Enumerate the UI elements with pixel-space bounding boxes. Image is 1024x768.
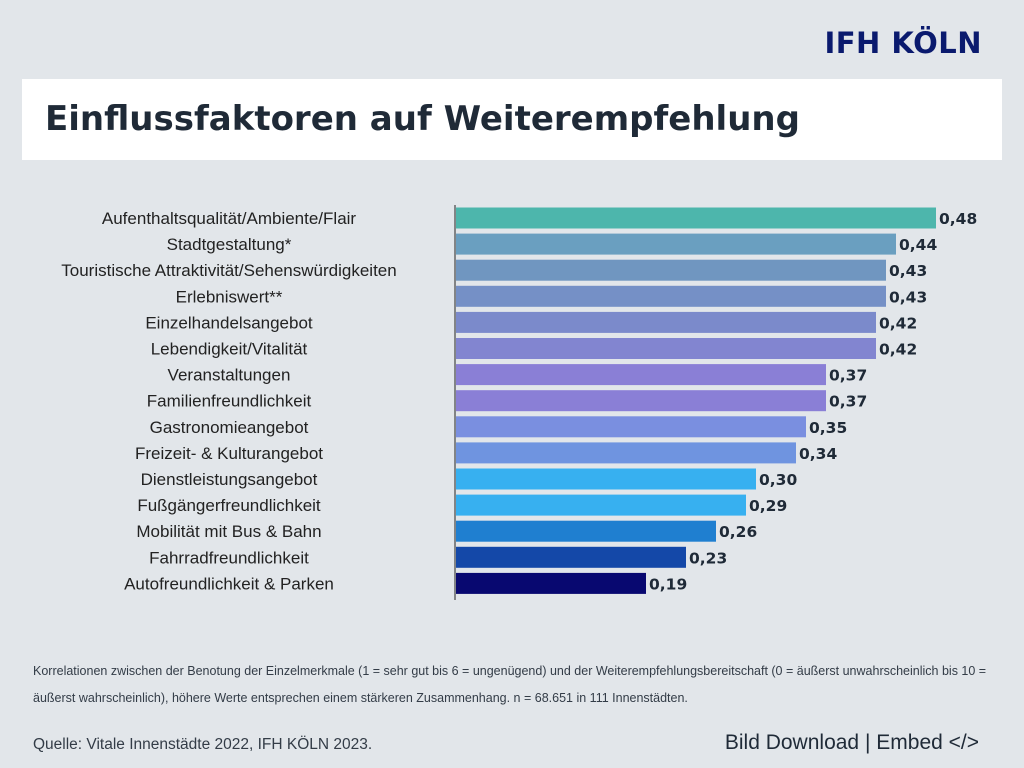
bar-value-label: 0,44	[899, 236, 937, 254]
category-label: Veranstaltungen	[168, 366, 291, 385]
bar-value-label: 0,42	[879, 341, 917, 359]
category-label: Erlebniswert**	[176, 287, 283, 306]
category-label: Gastronomieangebot	[150, 418, 309, 437]
category-label: Mobilität mit Bus & Bahn	[136, 522, 321, 541]
bar	[456, 416, 806, 438]
category-label: Einzelhandelsangebot	[145, 313, 313, 332]
category-label: Fußgängerfreundlichkeit	[137, 496, 321, 515]
bar	[456, 546, 686, 568]
image-download-link[interactable]: Bild Download	[724, 731, 860, 754]
bars-layer: Aufenthaltsqualität/Ambiente/Flair 0,48 St…	[61, 207, 977, 594]
bar	[456, 572, 646, 594]
actions-bar: Bild Download | Embed </>	[725, 731, 979, 755]
bar	[456, 233, 896, 255]
bar-value-label: 0,43	[889, 262, 927, 280]
category-label: Autofreundlichkeit & Parken	[124, 574, 334, 593]
bar-value-label: 0,29	[749, 497, 787, 515]
bar-value-label: 0,43	[889, 288, 927, 306]
bar-value-label: 0,19	[649, 575, 687, 593]
methodology-note: Korrelationen zwischen der Benotung der …	[33, 664, 987, 705]
bar	[456, 520, 716, 542]
bar	[456, 364, 826, 386]
bar-value-label: 0,34	[799, 445, 837, 463]
category-label: Freizeit- & Kulturangebot	[135, 444, 323, 463]
bar-value-label: 0,23	[689, 549, 727, 567]
category-label: Stadtgestaltung*	[167, 235, 292, 254]
source-note: Quelle: Vitale Innenstädte 2022, IFH KÖL…	[33, 736, 373, 753]
actions-separator: |	[864, 731, 871, 754]
bar	[456, 338, 876, 359]
category-label: Touristische Attraktivität/Sehenswürdigk…	[61, 261, 396, 280]
bar	[456, 468, 756, 490]
bar-chart: Aufenthaltsqualität/Ambiente/Flair 0,48 St…	[61, 205, 977, 600]
bar	[456, 285, 886, 307]
bar	[456, 259, 886, 281]
title-box: Einflussfaktoren auf Weiterempfehlung	[22, 79, 1002, 160]
category-label: Fahrradfreundlichkeit	[149, 548, 309, 567]
bar	[456, 494, 746, 516]
category-label: Familienfreundlichkeit	[147, 392, 312, 411]
bar	[456, 442, 796, 464]
chart-title: Einflussfaktoren auf Weiterempfehlung	[45, 99, 800, 139]
embed-link[interactable]: Embed </>	[876, 731, 979, 754]
ifh-koeln-logo: IFH KÖLN	[824, 26, 982, 60]
category-label: Aufenthaltsqualität/Ambiente/Flair	[102, 209, 357, 228]
bar-value-label: 0,48	[939, 210, 977, 228]
category-label: Dienstleistungsangebot	[141, 470, 318, 489]
bar-value-label: 0,26	[719, 523, 757, 541]
bar-value-label: 0,42	[879, 314, 917, 332]
bar	[456, 390, 826, 412]
bar	[456, 207, 936, 229]
bar-value-label: 0,37	[829, 367, 867, 385]
category-label: Lebendigkeit/Vitalität	[151, 340, 308, 359]
bar	[456, 311, 876, 333]
bar-value-label: 0,35	[809, 419, 847, 437]
bar-value-label: 0,30	[759, 471, 797, 489]
bar-value-label: 0,37	[829, 393, 867, 411]
